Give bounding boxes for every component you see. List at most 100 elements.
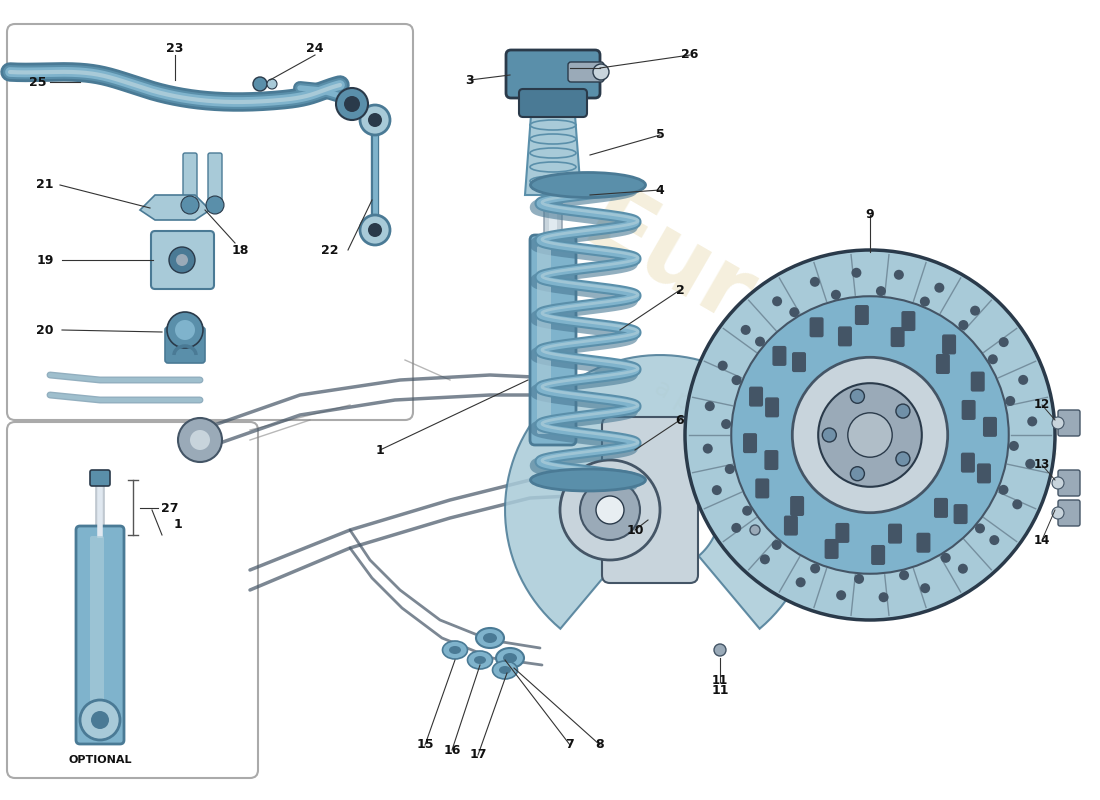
Text: 8: 8 [596, 738, 604, 751]
Circle shape [830, 290, 840, 300]
Text: 18: 18 [231, 243, 249, 257]
FancyBboxPatch shape [977, 463, 991, 483]
Circle shape [714, 644, 726, 656]
FancyBboxPatch shape [7, 422, 258, 778]
FancyBboxPatch shape [954, 504, 968, 524]
Circle shape [1027, 417, 1037, 426]
Circle shape [823, 428, 836, 442]
FancyBboxPatch shape [537, 246, 551, 434]
Circle shape [940, 553, 950, 563]
Circle shape [850, 390, 865, 403]
Ellipse shape [499, 666, 512, 674]
Circle shape [560, 460, 660, 560]
Circle shape [854, 574, 865, 584]
Text: 14: 14 [1034, 534, 1050, 546]
Circle shape [975, 523, 984, 534]
Circle shape [999, 485, 1009, 495]
FancyBboxPatch shape [810, 318, 824, 338]
Circle shape [732, 296, 1009, 574]
Circle shape [920, 583, 931, 593]
Ellipse shape [530, 469, 646, 491]
Text: 11: 11 [712, 674, 728, 686]
Text: 21: 21 [36, 178, 54, 191]
Circle shape [91, 711, 109, 729]
Circle shape [895, 404, 910, 418]
Circle shape [703, 443, 713, 454]
Circle shape [876, 286, 886, 296]
Circle shape [818, 383, 922, 486]
Circle shape [790, 307, 800, 317]
Polygon shape [140, 195, 210, 220]
Text: 9: 9 [866, 209, 874, 222]
Ellipse shape [476, 628, 504, 648]
Circle shape [772, 296, 782, 306]
FancyBboxPatch shape [90, 536, 104, 734]
Text: OPTIONAL: OPTIONAL [68, 755, 132, 765]
Circle shape [850, 466, 865, 481]
Ellipse shape [530, 173, 646, 198]
Circle shape [344, 96, 360, 112]
Circle shape [1012, 499, 1022, 510]
FancyBboxPatch shape [970, 371, 985, 391]
FancyBboxPatch shape [90, 470, 110, 486]
FancyBboxPatch shape [519, 89, 587, 117]
Circle shape [368, 113, 382, 127]
Ellipse shape [449, 646, 461, 654]
Text: Eurøsøres: Eurøsøres [566, 178, 1074, 522]
Circle shape [970, 306, 980, 316]
Circle shape [920, 297, 929, 306]
Circle shape [740, 325, 750, 335]
Text: 7: 7 [565, 738, 574, 751]
Circle shape [1025, 459, 1035, 469]
Text: 23: 23 [166, 42, 184, 54]
Circle shape [596, 496, 624, 524]
FancyBboxPatch shape [208, 153, 222, 202]
Circle shape [999, 337, 1009, 347]
Circle shape [717, 361, 728, 370]
Circle shape [1052, 507, 1064, 519]
FancyBboxPatch shape [792, 352, 806, 372]
Circle shape [267, 79, 277, 89]
FancyBboxPatch shape [891, 327, 904, 347]
Circle shape [1052, 417, 1064, 429]
Polygon shape [505, 355, 815, 629]
FancyBboxPatch shape [549, 94, 557, 296]
FancyBboxPatch shape [784, 515, 798, 535]
Text: 4: 4 [656, 183, 664, 197]
Text: 2: 2 [675, 283, 684, 297]
FancyBboxPatch shape [934, 498, 948, 518]
Circle shape [722, 419, 732, 429]
FancyBboxPatch shape [7, 24, 412, 420]
Circle shape [360, 215, 390, 245]
Text: 11: 11 [712, 683, 728, 697]
FancyBboxPatch shape [151, 231, 214, 289]
Circle shape [732, 523, 741, 533]
FancyBboxPatch shape [942, 334, 956, 354]
FancyBboxPatch shape [961, 400, 976, 420]
Text: 24: 24 [306, 42, 323, 54]
FancyBboxPatch shape [544, 93, 562, 297]
FancyBboxPatch shape [165, 327, 205, 363]
Circle shape [169, 247, 195, 273]
Circle shape [750, 525, 760, 535]
Circle shape [182, 196, 199, 214]
Circle shape [176, 254, 188, 266]
Ellipse shape [483, 633, 497, 643]
Circle shape [989, 535, 999, 545]
FancyBboxPatch shape [835, 523, 849, 543]
Text: 20: 20 [36, 323, 54, 337]
Circle shape [848, 413, 892, 457]
FancyBboxPatch shape [961, 453, 975, 473]
FancyBboxPatch shape [772, 346, 786, 366]
Circle shape [178, 418, 222, 462]
Circle shape [810, 277, 820, 287]
Circle shape [771, 540, 782, 550]
FancyBboxPatch shape [983, 417, 997, 437]
FancyBboxPatch shape [766, 398, 779, 418]
FancyBboxPatch shape [916, 533, 931, 553]
Circle shape [988, 354, 998, 364]
Circle shape [742, 506, 752, 516]
Text: 26: 26 [681, 49, 698, 62]
Circle shape [895, 452, 910, 466]
Circle shape [253, 77, 267, 91]
